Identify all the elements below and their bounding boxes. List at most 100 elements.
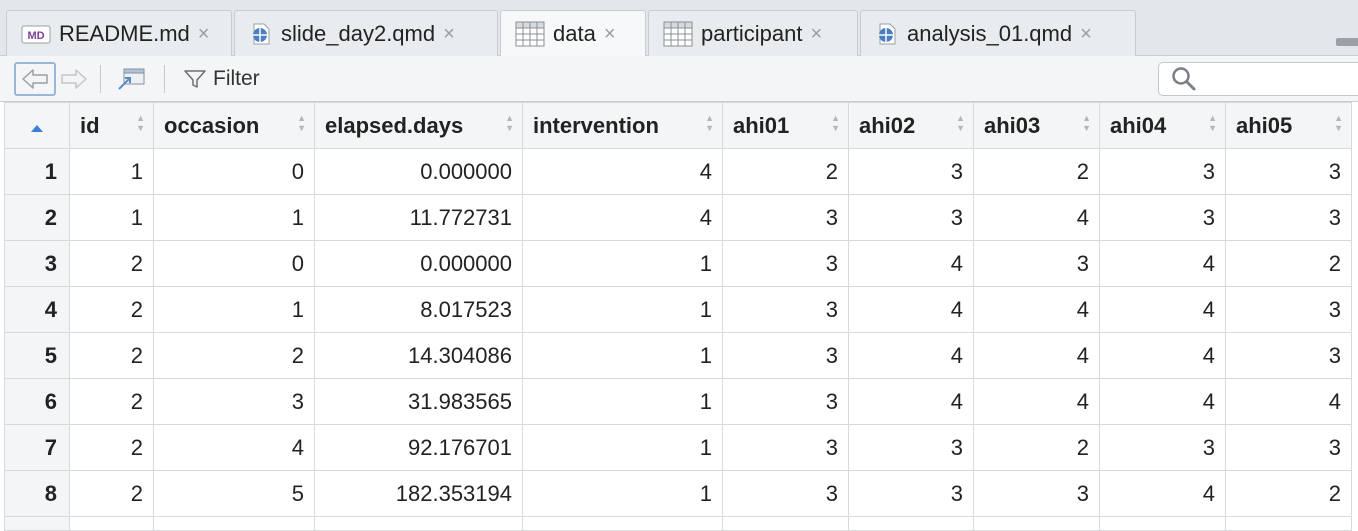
table-cell[interactable]: 3 <box>1225 148 1352 195</box>
close-icon[interactable]: × <box>603 23 616 45</box>
table-cell[interactable]: 3 <box>1225 194 1352 241</box>
table-cell[interactable]: 3 <box>1225 424 1352 471</box>
search-field[interactable] <box>1158 62 1358 96</box>
table-cell[interactable]: 3 <box>973 240 1100 287</box>
table-cell[interactable]: 4 <box>973 194 1100 241</box>
table-cell[interactable]: 3 <box>722 332 849 379</box>
table-cell[interactable]: 2 <box>69 470 154 517</box>
row-number-sort-header[interactable] <box>4 102 70 149</box>
column-header[interactable]: ahi01 ▲ ▼ <box>722 102 849 149</box>
table-cell[interactable]: 2 <box>1225 240 1352 287</box>
table-cell[interactable]: 1 <box>522 240 723 287</box>
table-cell[interactable]: 1 <box>522 424 723 471</box>
table-cell[interactable]: 182.353194 <box>314 470 523 517</box>
column-header[interactable]: ahi02 ▲ ▼ <box>848 102 974 149</box>
table-cell[interactable]: 3 <box>722 286 849 333</box>
column-header-label: occasion <box>164 112 260 138</box>
table-cell[interactable]: 4 <box>522 194 723 241</box>
forward-button[interactable] <box>58 62 90 96</box>
table-cell[interactable]: 3 <box>848 470 974 517</box>
table-cell[interactable]: 4 <box>1099 332 1226 379</box>
table-cell[interactable]: 1 <box>522 332 723 379</box>
table-cell[interactable]: 2 <box>69 240 154 287</box>
table-cell[interactable]: 2 <box>69 378 154 425</box>
table-cell[interactable]: 2 <box>722 148 849 195</box>
table-cell[interactable]: 2 <box>153 332 315 379</box>
column-header[interactable]: ahi04 ▲ ▼ <box>1099 102 1226 149</box>
table-cell[interactable]: 3 <box>848 194 974 241</box>
table-cell[interactable]: 4 <box>848 332 974 379</box>
close-icon[interactable]: × <box>1080 22 1092 45</box>
table-cell[interactable]: 3 <box>722 240 849 287</box>
table-cell[interactable]: 3 <box>1099 424 1226 471</box>
tab-data[interactable]: data × <box>500 10 646 57</box>
table-cell[interactable]: 92.176701 <box>314 424 523 471</box>
close-icon[interactable]: × <box>197 22 210 45</box>
table-cell[interactable]: 3 <box>722 424 849 471</box>
table-cell[interactable]: 4 <box>153 424 315 471</box>
table-cell[interactable]: 3 <box>848 424 974 471</box>
table-cell[interactable]: 4 <box>1099 286 1226 333</box>
table-cell[interactable]: 1 <box>153 194 315 241</box>
table-cell[interactable]: 4 <box>973 378 1100 425</box>
back-button[interactable] <box>14 62 56 96</box>
table-cell[interactable]: 2 <box>69 424 154 471</box>
table-cell[interactable]: 4 <box>1099 378 1226 425</box>
table-cell[interactable]: 3 <box>722 194 849 241</box>
tab-analysis-01[interactable]: analysis_01.qmd × <box>860 10 1136 56</box>
close-icon[interactable]: × <box>443 22 455 45</box>
table-cell[interactable]: 2 <box>1225 470 1352 517</box>
table-cell[interactable]: 14.304086 <box>314 332 523 379</box>
filter-button[interactable]: Filter <box>184 62 260 96</box>
table-cell[interactable]: 3 <box>1099 148 1226 195</box>
table-cell[interactable]: 4 <box>848 378 974 425</box>
table-cell[interactable]: 0 <box>153 240 315 287</box>
table-cell[interactable]: 3 <box>722 470 849 517</box>
column-header[interactable]: id ▲ ▼ <box>69 102 154 149</box>
table-cell[interactable]: 3 <box>973 470 1100 517</box>
table-cell[interactable]: 31.983565 <box>314 378 523 425</box>
table-cell[interactable]: 2 <box>69 332 154 379</box>
table-cell[interactable]: 4 <box>848 240 974 287</box>
table-cell[interactable]: 3 <box>1099 194 1226 241</box>
table-cell[interactable]: 4 <box>522 148 723 195</box>
table-cell[interactable]: 3 <box>153 378 315 425</box>
table-cell[interactable]: 4 <box>848 286 974 333</box>
table-cell[interactable]: 4 <box>1099 240 1226 287</box>
tab-readme[interactable]: MD README.md × <box>6 10 232 56</box>
table-cell[interactable]: 5 <box>153 470 315 517</box>
minimize-pane-button[interactable] <box>1336 38 1358 46</box>
table-cell[interactable]: 1 <box>153 286 315 333</box>
table-cell[interactable]: 0 <box>153 148 315 195</box>
column-header[interactable]: elapsed.days ▲ ▼ <box>314 102 523 149</box>
table-cell[interactable]: 3 <box>722 378 849 425</box>
table-cell[interactable]: 3 <box>1225 332 1352 379</box>
table-cell[interactable]: 2 <box>69 286 154 333</box>
search-input[interactable] <box>1205 67 1358 91</box>
show-in-new-window-button[interactable] <box>112 64 152 94</box>
table-cell[interactable]: 2 <box>973 424 1100 471</box>
table-cell[interactable]: 0.000000 <box>314 148 523 195</box>
table-cell[interactable]: 3 <box>848 148 974 195</box>
table-cell[interactable]: 1 <box>69 148 154 195</box>
table-cell[interactable]: 11.772731 <box>314 194 523 241</box>
table-cell[interactable]: 1 <box>69 194 154 241</box>
table-cell[interactable]: 4 <box>1225 378 1352 425</box>
table-cell[interactable]: 1 <box>522 378 723 425</box>
close-icon[interactable]: × <box>810 22 823 45</box>
column-header[interactable]: ahi05 ▲ ▼ <box>1225 102 1352 149</box>
table-cell[interactable]: 4 <box>1099 470 1226 517</box>
table-cell[interactable]: 4 <box>973 286 1100 333</box>
tab-participant[interactable]: participant × <box>648 10 858 56</box>
table-cell[interactable]: 1 <box>522 286 723 333</box>
column-header[interactable]: occasion ▲ ▼ <box>153 102 315 149</box>
table-cell[interactable]: 4 <box>973 332 1100 379</box>
table-cell[interactable]: 0.000000 <box>314 240 523 287</box>
table-cell[interactable]: 8.017523 <box>314 286 523 333</box>
table-cell[interactable]: 3 <box>1225 286 1352 333</box>
tab-slide-day2[interactable]: slide_day2.qmd × <box>234 10 498 56</box>
column-header[interactable]: ahi03 ▲ ▼ <box>973 102 1100 149</box>
table-cell[interactable]: 2 <box>973 148 1100 195</box>
column-header[interactable]: intervention ▲ ▼ <box>522 102 723 149</box>
table-cell[interactable]: 1 <box>522 470 723 517</box>
